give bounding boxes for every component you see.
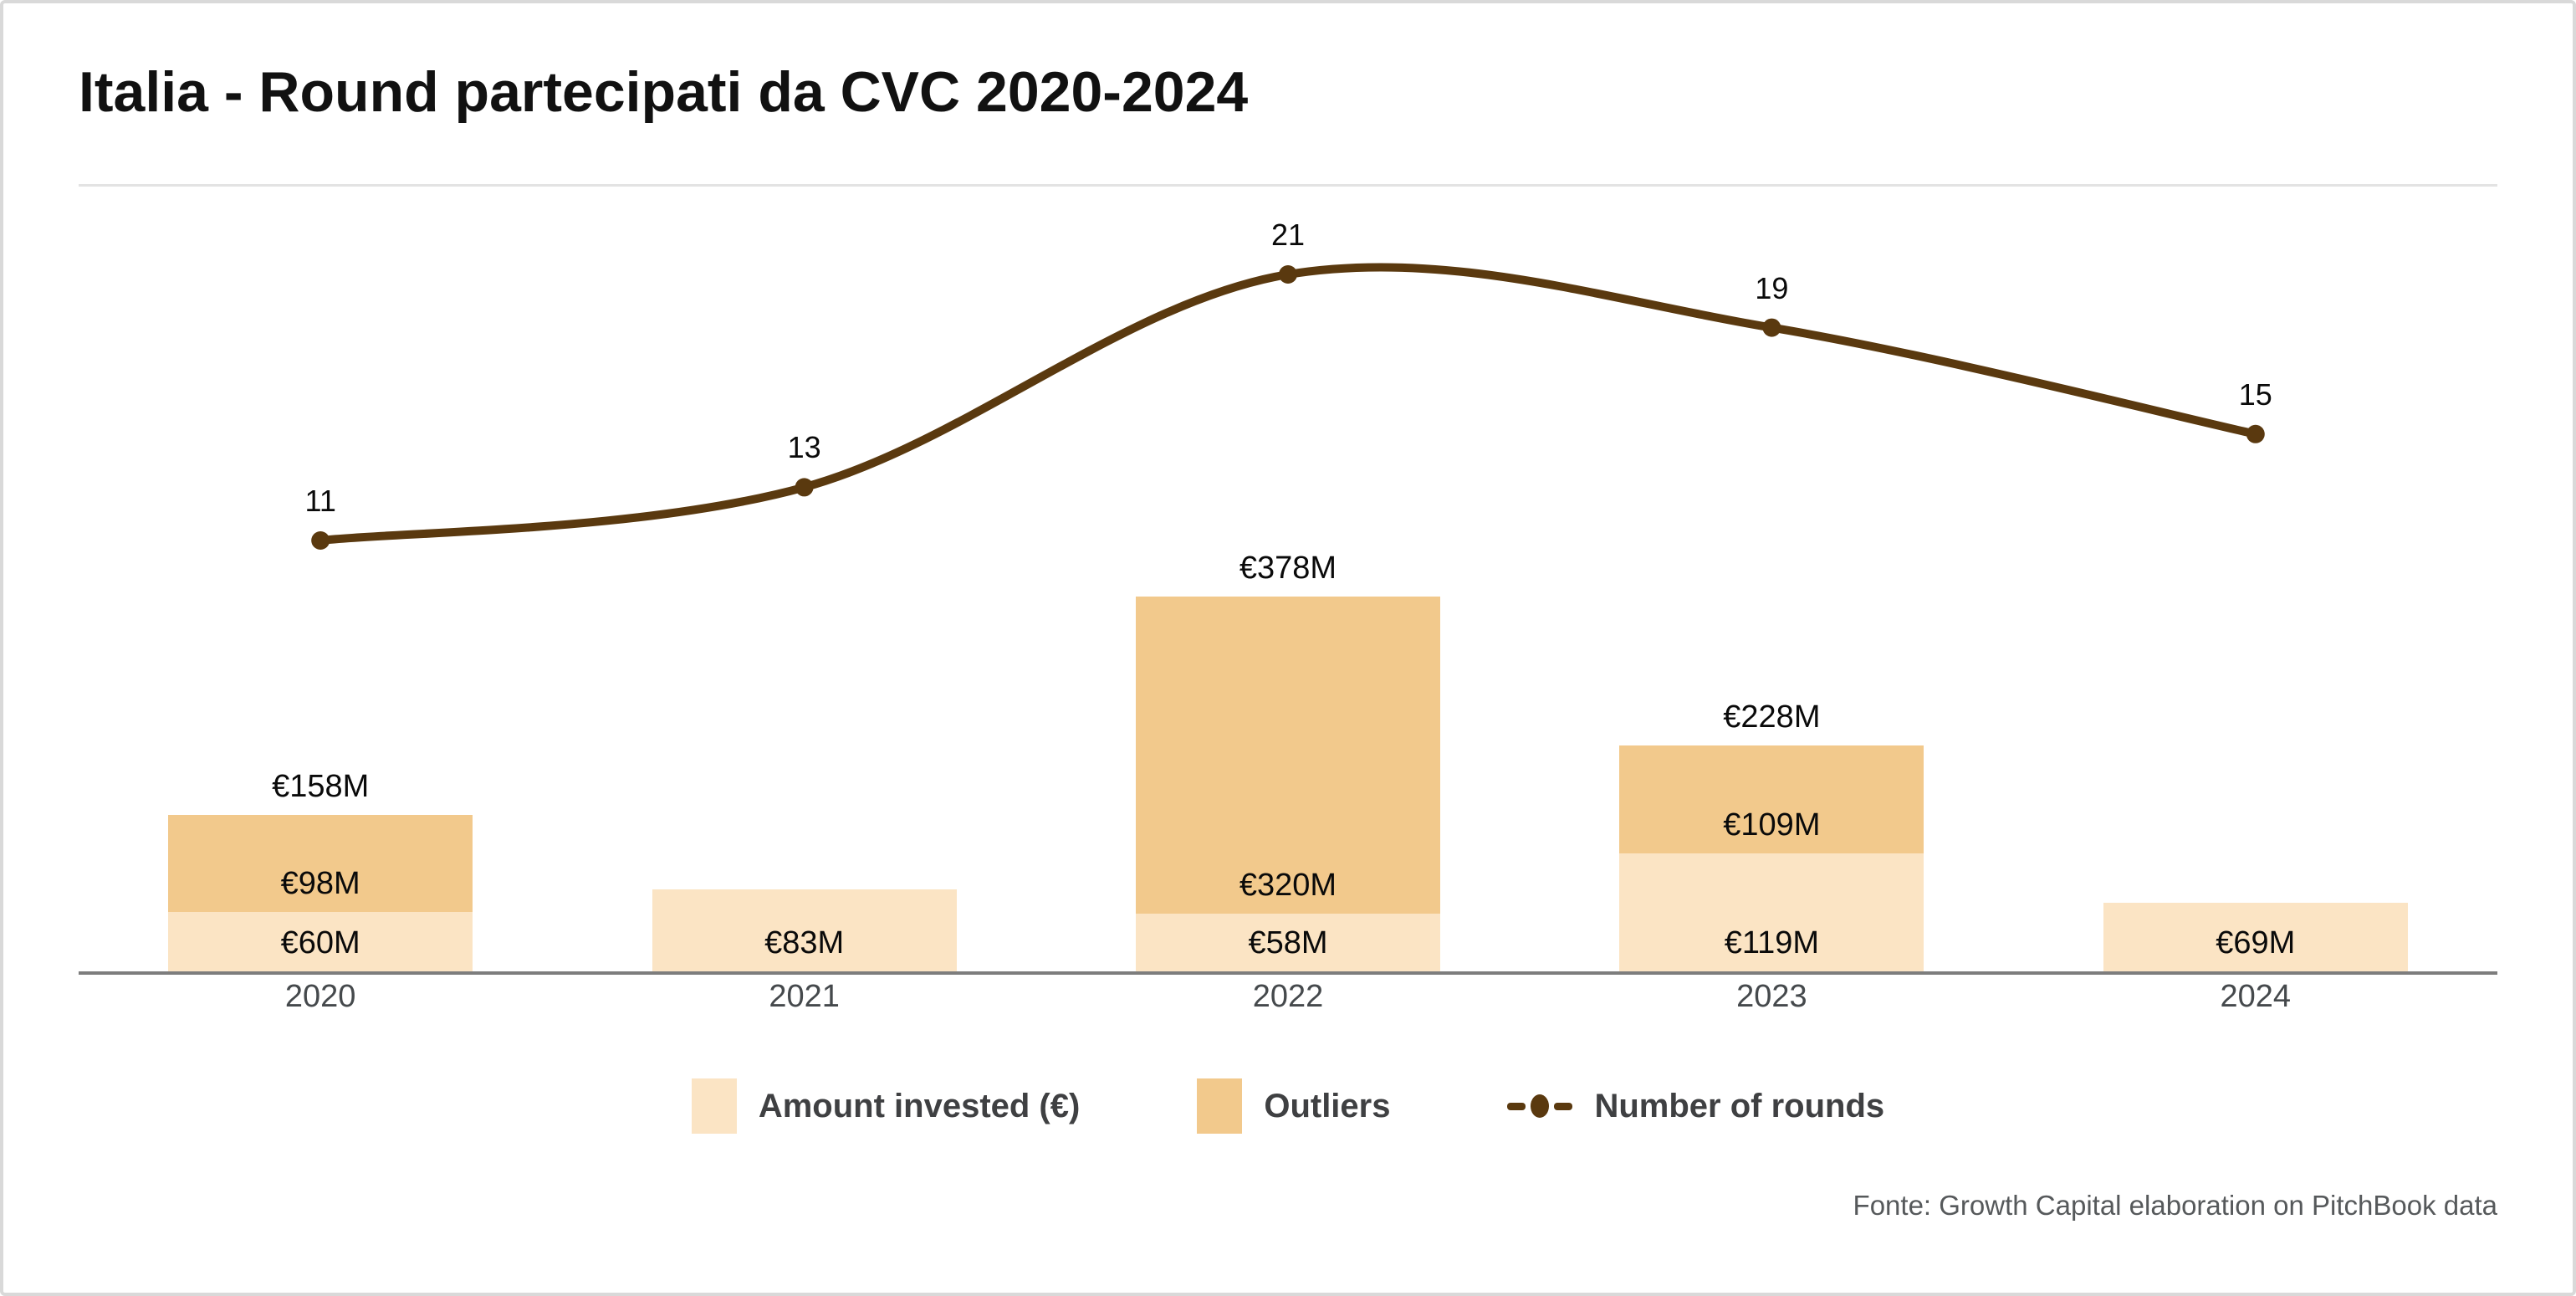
x-axis-label-2023: 2023 bbox=[1736, 979, 1807, 1014]
legend-item-rounds: Number of rounds bbox=[1507, 1088, 1884, 1125]
x-axis-label-2024: 2024 bbox=[2220, 979, 2292, 1014]
rounds-point-label: 21 bbox=[1270, 218, 1306, 252]
rounds-line-path bbox=[316, 263, 2260, 545]
legend-label-rounds: Number of rounds bbox=[1594, 1087, 1885, 1124]
bar-value-label: €320M bbox=[1239, 868, 1337, 904]
rounds-point-2023 bbox=[1762, 318, 1781, 337]
rounds-point-2024 bbox=[2246, 424, 2265, 443]
x-axis-line bbox=[79, 971, 2497, 975]
page-title: Italia - Round partecipati da CVC 2020-2… bbox=[79, 60, 1249, 124]
legend-item-outliers: Outliers bbox=[1197, 1078, 1390, 1134]
x-axis-label-2021: 2021 bbox=[769, 979, 840, 1014]
rounds-point-label: 15 bbox=[2238, 377, 2272, 412]
bar-value-label: €109M bbox=[1723, 807, 1821, 843]
rounds-point-label: 19 bbox=[1755, 270, 1789, 305]
rounds-point-label: 11 bbox=[304, 484, 336, 518]
rounds-point-label: 13 bbox=[787, 430, 821, 465]
bar-segment-outliers-2022 bbox=[1136, 597, 1440, 914]
title-divider bbox=[79, 184, 2497, 187]
x-axis-label-2020: 2020 bbox=[284, 979, 356, 1014]
legend: Amount invested (€) Outliers Number of r… bbox=[79, 1071, 2497, 1141]
bar-total-label: €158M bbox=[272, 768, 370, 804]
bar-segment-amount-2020 bbox=[168, 911, 473, 971]
legend-item-amount: Amount invested (€) bbox=[691, 1078, 1081, 1134]
bar-segment-outliers-2023 bbox=[1619, 745, 1924, 853]
bar-total-label: €378M bbox=[1239, 551, 1337, 587]
source-note: Fonte: Growth Capital elaboration on Pit… bbox=[1853, 1190, 2497, 1221]
amount-swatch-icon bbox=[691, 1078, 737, 1134]
legend-label-outliers: Outliers bbox=[1264, 1087, 1391, 1124]
bar-total-label: €228M bbox=[1723, 699, 1821, 735]
legend-label-amount: Amount invested (€) bbox=[758, 1087, 1081, 1124]
bar-segment-amount-2024 bbox=[2103, 903, 2408, 971]
bar-value-label: €119M bbox=[1724, 925, 1820, 960]
bar-segment-outliers-2020 bbox=[168, 814, 473, 912]
rounds-point-2022 bbox=[1279, 265, 1297, 284]
bar-value-label: €83M bbox=[764, 925, 845, 960]
x-axis-label-2022: 2022 bbox=[1252, 979, 1324, 1014]
bar-value-label: €69M bbox=[2216, 925, 2296, 960]
rounds-point-2021 bbox=[795, 478, 814, 497]
line-marker-icon bbox=[1507, 1094, 1573, 1118]
bar-segment-amount-2021 bbox=[652, 889, 957, 971]
bar-value-label: €98M bbox=[280, 865, 360, 901]
bar-value-label: €58M bbox=[1248, 925, 1328, 960]
rounds-point-2020 bbox=[311, 531, 330, 550]
bar-segment-amount-2022 bbox=[1136, 914, 1440, 971]
bar-value-label: €60M bbox=[280, 925, 360, 960]
bar-segment-amount-2023 bbox=[1619, 853, 1924, 971]
outliers-swatch-icon bbox=[1197, 1078, 1243, 1134]
